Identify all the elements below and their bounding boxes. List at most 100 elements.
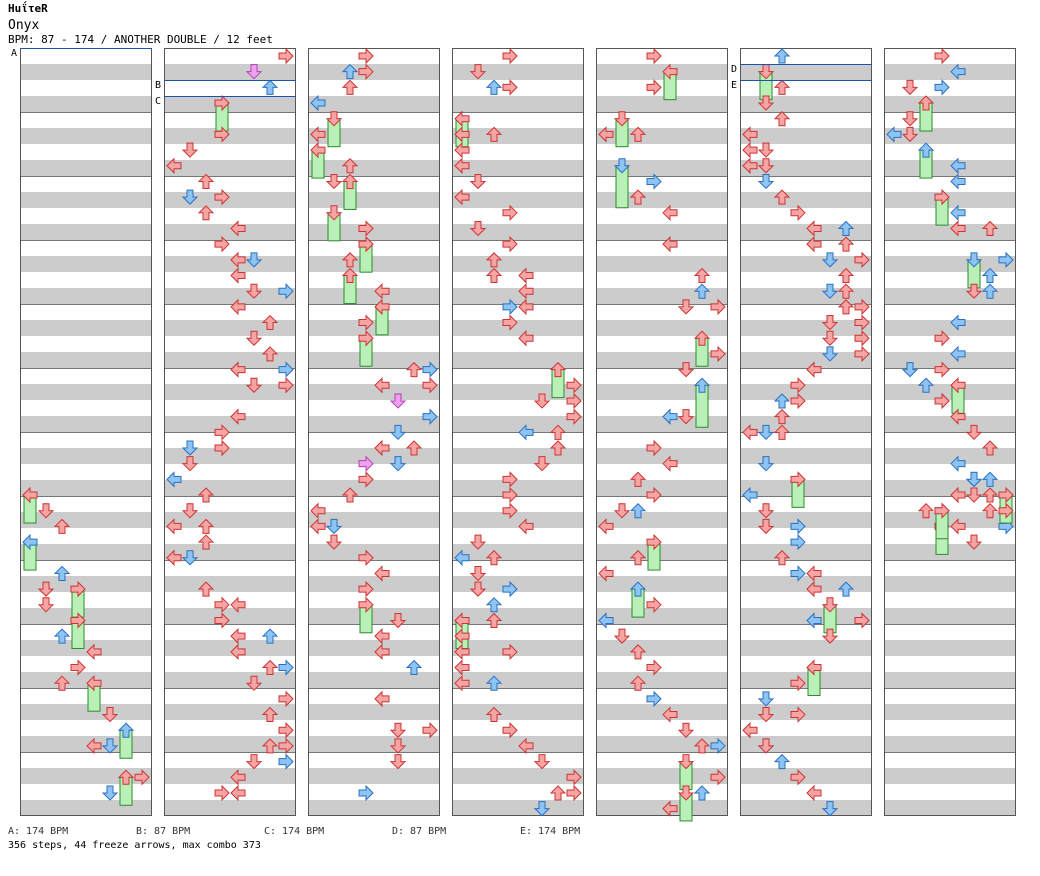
step-arrow-icon <box>693 785 711 801</box>
step-arrow-icon <box>646 486 662 504</box>
step-arrow-icon <box>230 251 246 269</box>
measure-line <box>452 368 584 369</box>
step-arrow-icon <box>901 111 919 127</box>
step-arrow-icon <box>677 362 695 378</box>
step-arrow-icon <box>214 188 230 206</box>
measure-line <box>20 688 152 689</box>
step-arrow-icon <box>245 283 263 299</box>
step-arrow-icon <box>901 362 919 378</box>
measure-line <box>740 176 872 177</box>
step-arrow-icon <box>341 158 359 174</box>
step-arrow-icon <box>245 252 263 268</box>
measure-line <box>596 496 728 497</box>
measure-line <box>164 368 296 369</box>
step-arrow-icon <box>358 235 374 253</box>
step-arrow-icon <box>230 784 246 802</box>
step-arrow-icon <box>950 455 966 472</box>
step-arrow-icon <box>646 596 662 614</box>
step-arrow-icon <box>790 392 806 410</box>
step-arrow-icon <box>934 47 950 65</box>
step-arrow-icon <box>374 298 390 316</box>
step-arrow-icon <box>374 282 390 300</box>
measure-line <box>308 496 440 497</box>
step-arrow-icon <box>677 722 695 738</box>
step-arrow-icon <box>710 298 726 316</box>
measure-line <box>740 688 872 689</box>
legend-d: D: 87 BPM <box>392 826 447 837</box>
step-arrow-icon <box>389 738 407 754</box>
step-arrow-icon <box>502 47 518 65</box>
measure-line <box>884 624 1016 625</box>
step-arrow-icon <box>214 126 230 143</box>
step-arrow-icon <box>773 393 791 409</box>
step-arrow-icon <box>53 565 71 581</box>
step-arrow-icon <box>790 377 806 394</box>
step-arrow-icon <box>549 361 567 378</box>
step-arrow-icon <box>821 330 839 346</box>
step-arrow-icon <box>806 659 822 676</box>
step-arrow-icon <box>518 424 534 441</box>
measure-line <box>20 496 152 497</box>
measure-line <box>740 624 872 625</box>
legend-a: A: 174 BPM <box>8 826 69 837</box>
step-arrow-icon <box>502 471 518 488</box>
legend-e: E: 174 BPM <box>520 826 581 837</box>
step-arrow-icon <box>646 173 662 190</box>
step-arrow-icon <box>566 769 582 786</box>
measure-line <box>596 304 728 305</box>
measure-line <box>164 240 296 241</box>
step-arrow-icon <box>773 408 791 425</box>
step-arrow-icon <box>981 267 999 284</box>
step-arrow-icon <box>662 204 678 222</box>
step-arrow-icon <box>389 424 407 441</box>
step-arrow-icon <box>693 377 711 393</box>
bpm-change-line <box>20 48 152 49</box>
step-arrow-icon <box>677 754 695 770</box>
chart-column-3 <box>308 47 440 816</box>
step-arrow-icon <box>757 707 775 723</box>
column-border <box>884 48 1016 816</box>
step-arrow-icon <box>454 110 470 127</box>
chart-column-4 <box>452 47 584 817</box>
step-arrow-icon <box>566 392 582 410</box>
step-arrow-icon <box>693 267 711 284</box>
measure-line <box>452 240 584 241</box>
measure-line <box>308 368 440 369</box>
step-arrow-icon <box>230 596 246 614</box>
column-border <box>452 48 584 816</box>
step-arrow-icon <box>261 314 279 331</box>
step-arrow-icon <box>806 784 822 802</box>
measure-line <box>164 752 296 753</box>
column-border <box>740 48 872 816</box>
step-arrow-icon <box>629 644 647 660</box>
measure-line <box>596 560 728 561</box>
step-arrow-icon <box>278 361 294 378</box>
bpm-change-line <box>740 64 872 65</box>
step-arrow-icon <box>965 534 983 550</box>
step-arrow-icon <box>166 549 182 566</box>
step-arrow-icon <box>773 48 791 64</box>
step-arrow-icon <box>757 738 775 754</box>
step-arrow-icon <box>325 205 343 221</box>
measure-line <box>596 368 728 369</box>
measure-line <box>884 752 1016 753</box>
measure-line <box>452 304 584 305</box>
step-arrow-icon <box>886 126 902 143</box>
step-arrow-icon <box>310 518 326 535</box>
step-arrow-icon <box>245 675 263 691</box>
measure-line <box>596 752 728 753</box>
step-arrow-icon <box>181 456 199 472</box>
step-arrow-icon <box>261 79 279 95</box>
step-arrow-icon <box>374 643 390 661</box>
step-arrow-icon <box>389 722 407 738</box>
step-arrow-icon <box>389 393 407 409</box>
step-arrow-icon <box>197 487 215 503</box>
step-arrow-icon <box>358 784 374 802</box>
step-arrow-icon <box>230 361 246 378</box>
step-arrow-icon <box>773 424 791 440</box>
step-arrow-icon <box>70 612 86 629</box>
step-arrow-icon <box>37 581 55 597</box>
bpm-change-line <box>164 96 296 97</box>
step-arrow-icon <box>629 189 647 205</box>
step-arrow-icon <box>325 111 343 127</box>
